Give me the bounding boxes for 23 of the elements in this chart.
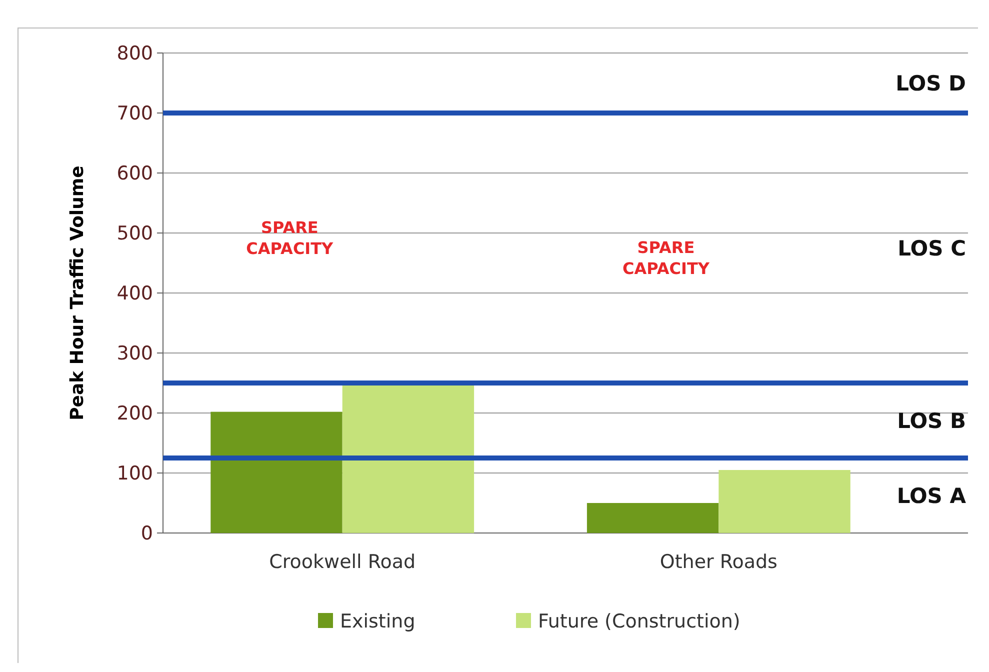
annotation: SPARE CAPACITY [622,238,710,278]
bar [718,470,850,533]
y-tick-label: 300 [116,342,153,365]
bar [210,412,342,533]
annotation: LOS B [897,408,966,433]
y-tick-label: 800 [116,42,153,65]
annotation: SPARE CAPACITY [246,218,334,258]
annotation: LOS C [898,236,966,260]
y-tick-label: 100 [116,462,153,485]
y-tick-label: 400 [116,282,153,305]
y-tick-label: 700 [116,102,153,125]
y-tick-label: 600 [116,162,153,185]
annotation: LOS D [896,71,966,96]
y-tick-label: 200 [116,402,153,425]
y-axis-title: Peak Hour Traffic Volume [67,166,88,420]
x-tick-label: Other Roads [660,551,778,573]
annotation: LOS A [896,484,967,508]
x-tick-label: Crookwell Road [269,551,416,573]
bar [586,503,719,533]
y-tick-label: 500 [116,222,153,245]
legend-label: Existing [340,610,416,633]
y-tick-label: 0 [140,522,153,545]
legend-label: Future (Construction) [538,610,740,633]
